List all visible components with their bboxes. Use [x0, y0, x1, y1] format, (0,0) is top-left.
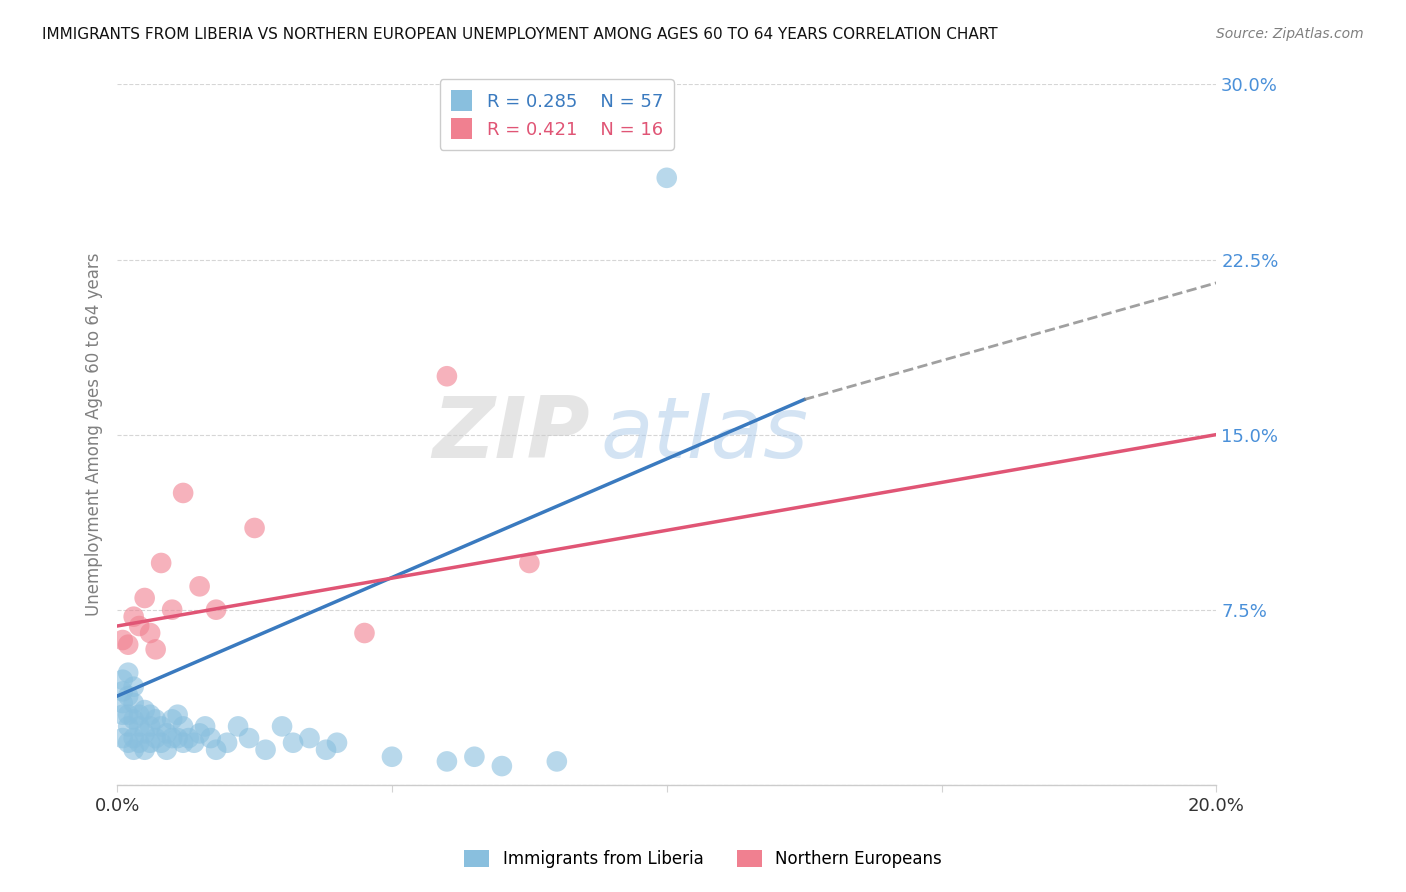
Point [436, 755, 458, 769]
Point [172, 486, 194, 500]
Point [298, 731, 321, 745]
Point [172, 736, 194, 750]
Point [111, 731, 134, 745]
Point [166, 731, 188, 745]
Point [117, 689, 139, 703]
Point [122, 712, 145, 726]
Point [188, 579, 211, 593]
Point [145, 642, 167, 657]
Point [139, 626, 162, 640]
Point [139, 736, 162, 750]
Point [134, 703, 156, 717]
Point [122, 731, 145, 745]
Point [381, 749, 404, 764]
Point [271, 719, 294, 733]
Point [353, 626, 375, 640]
Point [117, 719, 139, 733]
Point [160, 731, 183, 745]
Point [117, 638, 139, 652]
Text: ZIP: ZIP [432, 393, 589, 476]
Point [122, 609, 145, 624]
Point [160, 602, 183, 616]
Point [254, 743, 277, 757]
Point [183, 736, 205, 750]
Point [122, 743, 145, 757]
Point [315, 743, 337, 757]
Point [517, 556, 540, 570]
Point [117, 665, 139, 680]
Point [463, 749, 485, 764]
Legend: R = 0.285    N = 57, R = 0.421    N = 16: R = 0.285 N = 57, R = 0.421 N = 16 [440, 79, 673, 150]
Point [188, 726, 211, 740]
Point [139, 707, 162, 722]
Point [436, 369, 458, 384]
Point [150, 719, 173, 733]
Point [128, 619, 150, 633]
Point [145, 731, 167, 745]
Point [160, 712, 183, 726]
Point [243, 521, 266, 535]
Point [122, 696, 145, 710]
Point [205, 602, 228, 616]
Point [281, 736, 304, 750]
Point [491, 759, 513, 773]
Point [655, 170, 678, 185]
Point [128, 719, 150, 733]
Point [156, 743, 179, 757]
Legend: Immigrants from Liberia, Northern Europeans: Immigrants from Liberia, Northern Europe… [457, 843, 949, 875]
Text: IMMIGRANTS FROM LIBERIA VS NORTHERN EUROPEAN UNEMPLOYMENT AMONG AGES 60 TO 64 YE: IMMIGRANTS FROM LIBERIA VS NORTHERN EURO… [42, 27, 998, 42]
Y-axis label: Unemployment Among Ages 60 to 64 years: Unemployment Among Ages 60 to 64 years [86, 252, 103, 616]
Point [326, 736, 349, 750]
Point [150, 736, 173, 750]
Point [134, 726, 156, 740]
Point [111, 696, 134, 710]
Point [111, 684, 134, 698]
Point [177, 731, 200, 745]
Point [200, 731, 222, 745]
Point [117, 707, 139, 722]
Point [226, 719, 249, 733]
Point [217, 736, 239, 750]
Point [172, 719, 194, 733]
Text: atlas: atlas [600, 393, 808, 476]
Point [156, 726, 179, 740]
Point [150, 556, 173, 570]
Point [117, 736, 139, 750]
Point [111, 673, 134, 687]
Point [166, 707, 188, 722]
Point [128, 707, 150, 722]
Point [111, 707, 134, 722]
Point [205, 743, 228, 757]
Point [546, 755, 568, 769]
Point [134, 591, 156, 605]
Point [238, 731, 260, 745]
Point [111, 633, 134, 648]
Text: Source: ZipAtlas.com: Source: ZipAtlas.com [1216, 27, 1364, 41]
Point [194, 719, 217, 733]
Point [139, 719, 162, 733]
Point [134, 743, 156, 757]
Point [145, 712, 167, 726]
Point [122, 680, 145, 694]
Point [128, 736, 150, 750]
